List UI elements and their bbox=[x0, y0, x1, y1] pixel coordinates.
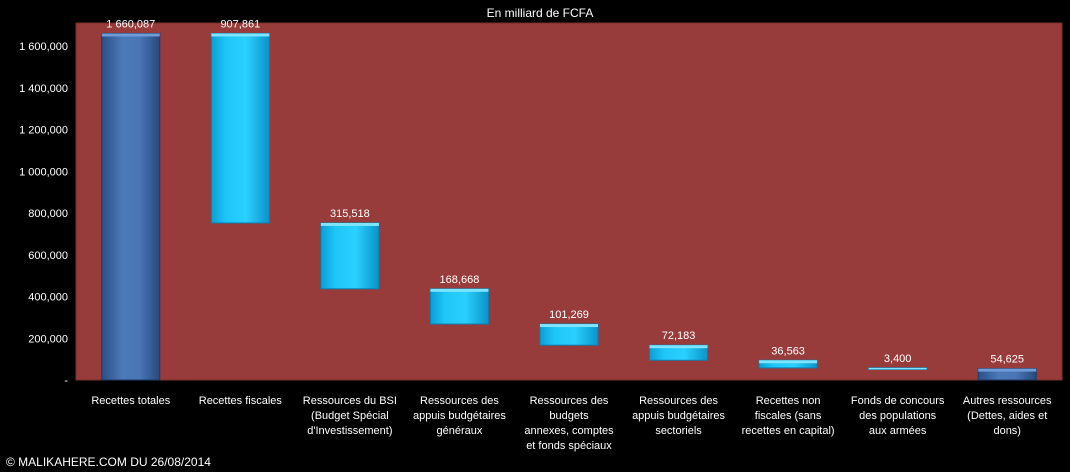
y-tick-label: 400,000 bbox=[28, 292, 68, 304]
y-tick-label: - bbox=[64, 375, 68, 387]
y-tick-label: 1 400,000 bbox=[19, 83, 68, 95]
x-tick-label: recettes en capital) bbox=[742, 425, 835, 437]
x-tick-label: Recettes totales bbox=[91, 395, 170, 407]
data-label: 72,183 bbox=[662, 330, 696, 342]
data-label: 907,861 bbox=[220, 18, 260, 30]
x-tick-label: fiscales (sans bbox=[755, 410, 822, 422]
x-tick-label: d'Investissement) bbox=[307, 425, 392, 437]
x-tick-label: et fonds spéciaux bbox=[526, 440, 612, 452]
x-tick-label: Fonds de concours bbox=[851, 395, 945, 407]
bar-highlight bbox=[540, 324, 598, 328]
bar-highlight bbox=[211, 33, 270, 37]
x-tick-label: Ressources des bbox=[420, 395, 499, 407]
x-tick-label: appuis budgétaires bbox=[413, 410, 506, 422]
x-tick-label: sectoriels bbox=[655, 425, 702, 437]
bar-highlight bbox=[868, 367, 927, 370]
data-label: 315,518 bbox=[330, 208, 370, 220]
x-tick-label: des populations bbox=[859, 410, 937, 422]
x-tick-label: appuis budgétaires bbox=[632, 410, 725, 422]
y-axis: - 200,000 400,000 600,000 800,000 1 000,000 1 … bbox=[19, 41, 68, 387]
bar bbox=[429, 288, 489, 325]
bars bbox=[101, 32, 1037, 381]
x-tick-label: Ressources des bbox=[639, 395, 718, 407]
x-tick-label: aux armées bbox=[869, 425, 927, 437]
y-tick-label: 1 200,000 bbox=[19, 125, 68, 137]
x-axis-labels: Recettes totales Recettes fiscales Ressour… bbox=[91, 395, 1052, 452]
data-labels: 1 660,087 907,861 315,518 168,668 101,269 72,… bbox=[106, 18, 1024, 365]
data-label: 1 660,087 bbox=[106, 18, 155, 30]
x-tick-label: (Budget Spécial bbox=[311, 410, 389, 422]
bar bbox=[101, 32, 161, 381]
x-tick-label: Recettes non bbox=[756, 395, 821, 407]
data-label: 54,625 bbox=[990, 354, 1024, 366]
bar-highlight bbox=[649, 345, 708, 349]
data-label: 36,563 bbox=[771, 345, 805, 357]
bar bbox=[539, 323, 599, 346]
x-tick-label: Ressources du BSI bbox=[303, 395, 397, 407]
x-tick-label: généraux bbox=[437, 425, 483, 437]
x-tick-label: dons) bbox=[993, 425, 1021, 437]
bar bbox=[210, 32, 270, 224]
data-label: 3,400 bbox=[884, 353, 912, 365]
x-tick-label: (Dettes, aides et bbox=[967, 410, 1047, 422]
bar-highlight bbox=[101, 33, 160, 37]
bar-highlight bbox=[978, 368, 1037, 372]
footer-copyright: © MALIKAHERE.COM DU 26/08/2014 bbox=[6, 455, 211, 469]
x-tick-label: budgets bbox=[549, 410, 589, 422]
y-tick-label: 1 000,000 bbox=[19, 166, 68, 178]
bar-highlight bbox=[759, 360, 818, 364]
x-tick-label: Ressources des bbox=[530, 395, 609, 407]
bar-highlight bbox=[320, 222, 379, 226]
x-tick-label: annexes, comptes bbox=[524, 425, 614, 437]
chart-title: En milliard de FCFA bbox=[487, 6, 594, 20]
x-tick-label: Recettes fiscales bbox=[199, 395, 283, 407]
bar-highlight bbox=[430, 288, 489, 292]
y-tick-label: 800,000 bbox=[28, 208, 68, 220]
x-tick-label: Autres ressources bbox=[963, 395, 1052, 407]
bar bbox=[320, 222, 380, 290]
data-label: 168,668 bbox=[440, 274, 480, 286]
y-tick-label: 600,000 bbox=[28, 250, 68, 262]
y-tick-label: 200,000 bbox=[28, 333, 68, 345]
data-label: 101,269 bbox=[549, 309, 589, 321]
y-tick-label: 1 600,000 bbox=[19, 41, 68, 53]
